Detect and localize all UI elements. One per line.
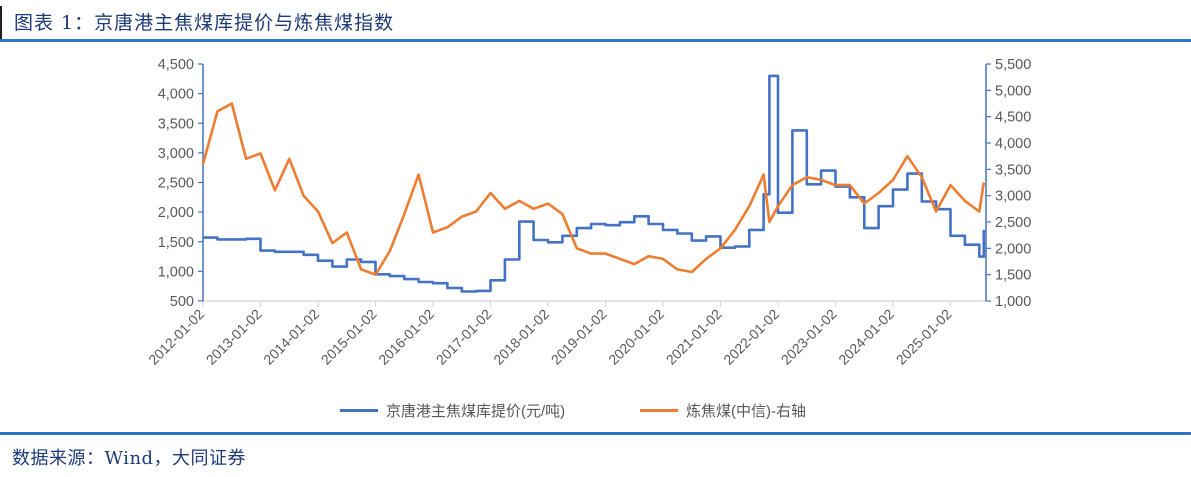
legend-item-jingtang-price: 京唐港主焦煤库提价(元/吨) [340, 400, 565, 421]
left-y-tick-label: 4,000 [158, 87, 194, 103]
chart-legend: 京唐港主焦煤库提价(元/吨) 炼焦煤(中信)-右轴 [0, 396, 1191, 424]
chart-title: 图表 1：京唐港主焦煤库提价与炼焦煤指数 [14, 12, 395, 34]
x-tick-label: 2014-01-02 [260, 306, 322, 368]
legend-label-jingtang-price: 京唐港主焦煤库提价(元/吨) [386, 403, 566, 420]
x-tick-label: 2022-01-02 [720, 306, 782, 368]
line-chart: 2012-01-022013-01-022014-01-022015-01-02… [145, 57, 1031, 368]
x-tick-label: 2019-01-02 [548, 306, 610, 368]
legend-label-coking-coal-index: 炼焦煤(中信)-右轴 [686, 403, 806, 420]
x-tick-label: 2016-01-02 [375, 306, 437, 368]
left-y-tick-label: 1,000 [158, 264, 194, 280]
x-tick-label: 2013-01-02 [203, 306, 265, 368]
chart-title-bar: 图表 1：京唐港主焦煤库提价与炼焦煤指数 [0, 0, 1191, 42]
x-tick-label: 2020-01-02 [605, 306, 667, 368]
legend-swatch-blue [340, 409, 378, 412]
left-y-tick-label: 2,000 [158, 205, 194, 221]
legend-item-coking-coal-index: 炼焦煤(中信)-右轴 [640, 400, 806, 421]
right-y-tick-label: 2,500 [995, 215, 1031, 231]
series-line-coking-coal-index [201, 102, 986, 276]
title-divider [0, 39, 1191, 42]
legend-swatch-orange [640, 409, 678, 412]
right-y-tick-label: 1,500 [995, 268, 1031, 284]
right-y-tick-label: 5,000 [995, 83, 1031, 99]
left-y-tick-label: 4,500 [158, 57, 194, 73]
right-y-tick-label: 4,500 [995, 110, 1031, 126]
x-tick-label: 2018-01-02 [490, 306, 552, 368]
series-line-jingtang-price [203, 74, 986, 293]
right-y-tick-label: 4,000 [995, 136, 1031, 152]
right-y-tick-label: 1,000 [995, 294, 1031, 310]
right-y-tick-label: 3,500 [995, 162, 1031, 178]
x-tick-label: 2012-01-02 [145, 306, 207, 368]
x-tick-label: 2023-01-02 [778, 306, 840, 368]
left-y-tick-label: 2,500 [158, 176, 194, 192]
x-tick-label: 2021-01-02 [663, 306, 725, 368]
title-left-rule [0, 6, 2, 40]
x-tick-label: 2017-01-02 [433, 306, 495, 368]
x-tick-label: 2025-01-02 [893, 306, 955, 368]
left-y-tick-label: 3,000 [158, 146, 194, 162]
chart-area: 2012-01-02 2013-01-02 2014-01-02 2015-01-02… [0, 42, 1191, 432]
x-tick-label: 2015-01-02 [318, 306, 380, 368]
x-tick-label: 2024-01-02 [835, 306, 897, 368]
right-y-tick-label: 5,500 [995, 57, 1031, 73]
source-divider [0, 432, 1191, 435]
left-y-tick-label: 3,500 [158, 116, 194, 132]
left-y-tick-label: 500 [170, 294, 194, 310]
data-source: 数据来源：Wind，大同证券 [12, 448, 247, 469]
right-y-tick-label: 3,000 [995, 189, 1031, 205]
left-y-tick-label: 1,500 [158, 235, 194, 251]
right-y-tick-label: 2,000 [995, 241, 1031, 257]
